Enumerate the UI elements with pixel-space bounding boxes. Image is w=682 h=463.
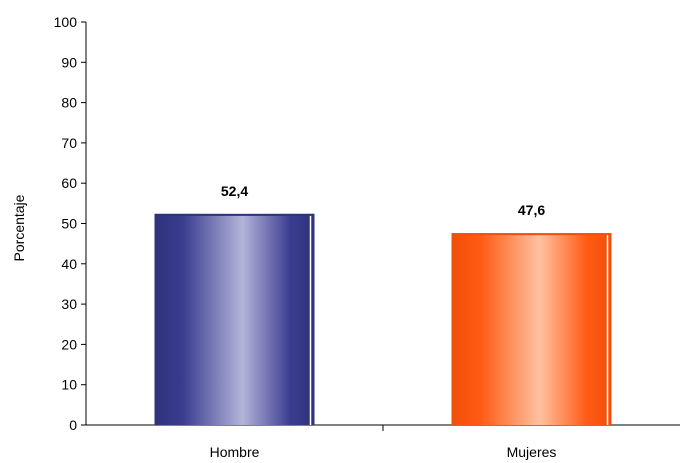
y-tick-label: 50 bbox=[61, 216, 77, 232]
y-tick-label: 40 bbox=[61, 256, 77, 272]
y-tick-label: 100 bbox=[54, 14, 78, 30]
data-label: 47,6 bbox=[518, 202, 545, 218]
y-axis-title: Porcentaje bbox=[11, 194, 27, 261]
bar-hombre bbox=[154, 213, 315, 425]
data-label: 52,4 bbox=[221, 183, 248, 199]
y-axis-ticks: 0 10 20 30 40 50 60 70 80 90 100 bbox=[54, 14, 86, 433]
y-tick-label: 0 bbox=[69, 417, 77, 433]
y-tick-label: 80 bbox=[61, 95, 77, 111]
y-tick-label: 20 bbox=[61, 336, 77, 352]
y-tick-label: 70 bbox=[61, 135, 77, 151]
y-tick-label: 90 bbox=[61, 54, 77, 70]
category-labels: Hombre Mujeres bbox=[210, 444, 557, 460]
bar-mujeres bbox=[451, 233, 612, 425]
x-category-label: Mujeres bbox=[507, 444, 557, 460]
y-tick-label: 60 bbox=[61, 175, 77, 191]
y-tick-label: 10 bbox=[61, 377, 77, 393]
y-tick-label: 30 bbox=[61, 296, 77, 312]
bars: 52,4 47,6 bbox=[154, 183, 612, 425]
x-category-label: Hombre bbox=[210, 444, 260, 460]
